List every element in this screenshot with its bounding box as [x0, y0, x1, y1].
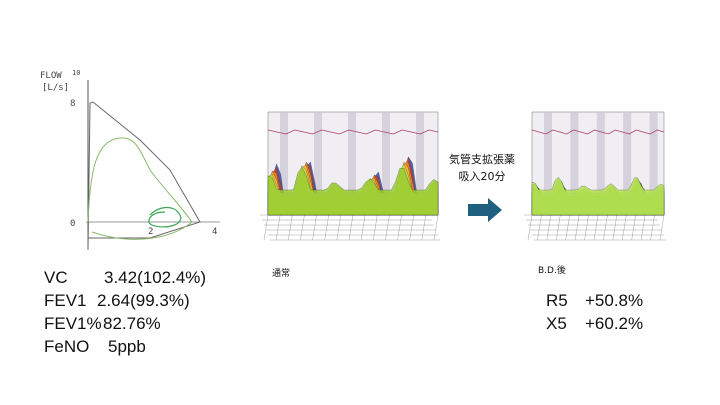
result-label: FeNO — [44, 337, 89, 356]
floor-grid — [385, 214, 390, 241]
floor-grid — [565, 214, 570, 241]
result-label: R5 — [546, 291, 568, 310]
arrow-label: 吸入20分 — [459, 170, 506, 183]
floor-grid — [546, 214, 552, 241]
panel-stripe — [280, 112, 288, 215]
y-label: FLOW — [40, 71, 62, 81]
y-unit: [L/s] — [42, 83, 69, 93]
floor-grid — [348, 214, 354, 241]
floor-grid — [433, 214, 439, 241]
y-tick-label: 0 — [70, 219, 75, 229]
arrow-label: 気管支拡張薬 — [449, 152, 515, 166]
measured-curve — [87, 137, 193, 240]
floor-grid — [275, 214, 281, 241]
result-label: X5 — [546, 314, 567, 333]
panel-stripe — [314, 112, 322, 215]
result-value: +50.8% — [585, 291, 643, 310]
floor-grid — [631, 214, 636, 241]
floor-grid — [288, 214, 293, 241]
result-value: 82.76% — [103, 314, 161, 333]
surface-band — [267, 166, 439, 216]
plot-caption: 通常 — [272, 267, 290, 279]
result-label: FEV1% — [44, 314, 102, 333]
result-value: 2.64(99.3%) — [97, 291, 190, 310]
floor-grid — [650, 214, 655, 241]
plot-caption: B.D.後 — [538, 264, 566, 276]
panel-stripe — [649, 112, 658, 215]
panel-stripe — [416, 112, 424, 215]
result-label: VC — [44, 268, 68, 287]
surface-band — [531, 176, 665, 216]
result-label: FEV1 — [44, 291, 87, 310]
panel-stripe — [382, 112, 390, 215]
floor-grid — [263, 214, 269, 241]
reference-line — [267, 129, 439, 135]
panel-stripe — [570, 112, 579, 215]
panel-stripe — [596, 112, 605, 215]
measured-loop — [148, 206, 182, 228]
x-tick-label: 2 — [148, 227, 153, 237]
result-value: 5ppb — [108, 337, 146, 356]
floor-grid — [659, 214, 665, 241]
impedance-plot — [260, 111, 440, 241]
floor-grid — [300, 214, 305, 241]
result-value: 3.42(102.4%) — [104, 268, 206, 287]
result-value: +60.2% — [585, 314, 643, 333]
floor-grid — [622, 214, 627, 241]
impedance-plot — [524, 111, 666, 241]
floor-grid — [397, 214, 402, 241]
floor-grid — [324, 214, 329, 241]
floor-grid — [312, 214, 317, 241]
floor-grid — [336, 214, 342, 241]
floor-grid — [537, 214, 542, 241]
floor-grid — [556, 214, 561, 241]
floor-grid — [360, 214, 366, 241]
floor-grid — [640, 214, 646, 241]
floor-grid — [603, 214, 608, 241]
floor-grid — [373, 214, 378, 241]
floor-grid — [574, 214, 580, 241]
panel-stripe — [348, 112, 356, 215]
y-tick-label: 8 — [70, 99, 75, 109]
floor-grid — [421, 214, 427, 241]
flow-volume-chart: FLOW 10 [L/s] 8 0 2 4 — [40, 69, 220, 251]
floor-grid — [527, 214, 533, 241]
right-results: R5 +50.8% X5 +60.2% — [546, 291, 643, 333]
floor-grid — [612, 214, 618, 241]
left-results: VC 3.42(102.4%) FEV1 2.64(99.3%) FEV1% 8… — [44, 268, 206, 356]
panel-stripe — [544, 112, 552, 215]
arrow — [468, 198, 502, 222]
reference-line — [531, 129, 665, 135]
predicted-curve — [87, 101, 201, 251]
floor-grid — [584, 214, 589, 241]
floor-grid — [593, 214, 599, 241]
panel-stripe — [623, 112, 632, 215]
floor-grid — [409, 214, 414, 241]
y-tick-label: 10 — [72, 69, 80, 77]
x-tick-label: 4 — [212, 227, 217, 237]
